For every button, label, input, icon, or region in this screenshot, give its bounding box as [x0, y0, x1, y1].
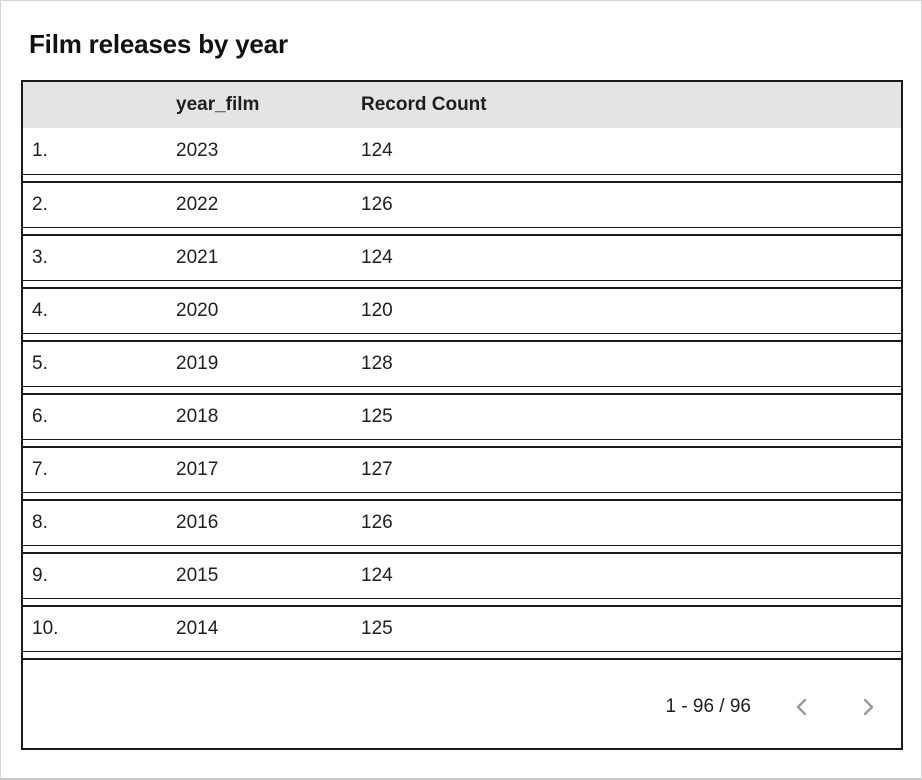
record-count-cell: 128 — [361, 353, 393, 374]
row-index-cell: 4. — [32, 300, 48, 321]
year-film-cell: 2023 — [176, 140, 219, 161]
record-count-cell: 124 — [361, 140, 393, 161]
row-index-cell: 1. — [32, 140, 48, 161]
table-chart: year_film Record Count 1. 2023 124 2. 2022 12… — [21, 80, 903, 750]
header-year-film[interactable]: year_film — [176, 94, 260, 115]
row-index-cell: 8. — [32, 512, 48, 533]
pagination-range-label: 1 - 96 / 96 — [665, 696, 751, 717]
year-film-cell: 2022 — [176, 194, 219, 215]
table-row: 3. 2021 124 — [23, 234, 901, 281]
record-count-cell: 124 — [361, 565, 393, 586]
record-count-cell: 127 — [361, 459, 393, 480]
year-film-cell: 2020 — [176, 300, 219, 321]
pagination-next-button[interactable] — [855, 694, 881, 720]
year-film-cell: 2016 — [176, 512, 219, 533]
table-row: 5. 2019 128 — [23, 340, 901, 387]
record-count-cell: 124 — [361, 247, 393, 268]
table-row: 4. 2020 120 — [23, 287, 901, 334]
year-film-cell: 2019 — [176, 353, 219, 374]
year-film-cell: 2018 — [176, 406, 219, 427]
record-count-cell: 125 — [361, 618, 393, 639]
row-index-cell: 9. — [32, 565, 48, 586]
record-count-cell: 126 — [361, 194, 393, 215]
year-film-cell: 2015 — [176, 565, 219, 586]
year-film-cell: 2021 — [176, 247, 219, 268]
pagination-prev-button[interactable] — [789, 694, 815, 720]
row-index-cell: 2. — [32, 194, 48, 215]
table-row: 1. 2023 124 — [23, 128, 901, 175]
year-film-cell: 2017 — [176, 459, 219, 480]
chevron-right-icon — [863, 698, 874, 716]
record-count-cell: 120 — [361, 300, 393, 321]
table-row: 8. 2016 126 — [23, 499, 901, 546]
table-row: 10. 2014 125 — [23, 605, 901, 652]
table-body: 1. 2023 124 2. 2022 126 3. 2021 124 4. 2020 120 5. 20… — [23, 128, 901, 652]
row-index-cell: 10. — [32, 618, 59, 639]
row-index-cell: 7. — [32, 459, 48, 480]
record-count-cell: 125 — [361, 406, 393, 427]
row-index-cell: 6. — [32, 406, 48, 427]
row-index-cell: 5. — [32, 353, 48, 374]
table-row: 6. 2018 125 — [23, 393, 901, 440]
year-film-cell: 2014 — [176, 618, 219, 639]
row-index-cell: 3. — [32, 247, 48, 268]
header-record-count[interactable]: Record Count — [361, 94, 487, 115]
chart-title: Film releases by year — [29, 29, 288, 59]
chevron-left-icon — [796, 698, 807, 716]
table-header-row: year_film Record Count — [23, 82, 901, 128]
table-row: 2. 2022 126 — [23, 181, 901, 228]
table-row: 7. 2017 127 — [23, 446, 901, 493]
table-row: 9. 2015 124 — [23, 552, 901, 599]
pagination-bar: 1 - 96 / 96 — [23, 658, 901, 748]
record-count-cell: 126 — [361, 512, 393, 533]
